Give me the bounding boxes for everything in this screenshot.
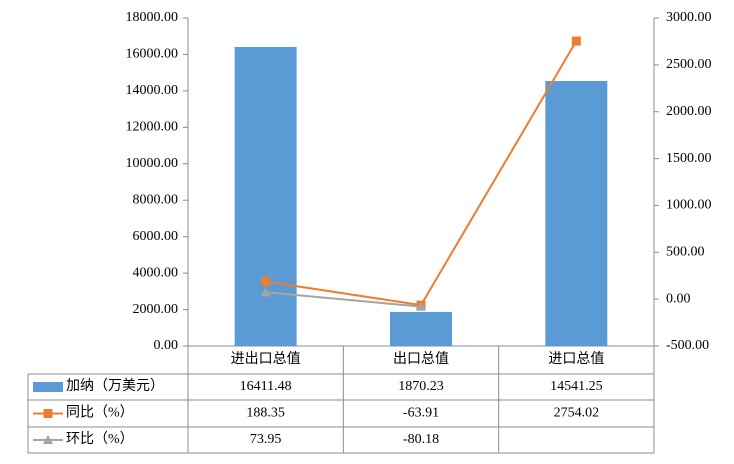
y-tick-label: 2000.00	[133, 302, 179, 317]
y-tick-label: 8000.00	[133, 192, 179, 207]
legend-label: 环比（%）	[66, 431, 134, 447]
bar	[234, 46, 297, 347]
y-tick-label: 6000.00	[133, 229, 179, 244]
legend-key	[33, 382, 63, 392]
table-value: 2754.02	[554, 406, 600, 421]
y2-tick-label: 500.00	[666, 245, 705, 260]
line-marker	[416, 301, 426, 311]
y-tick-label: 10000.00	[126, 156, 179, 171]
bar	[390, 311, 452, 346]
table-value: -63.91	[403, 406, 439, 421]
y2-tick-label: 1500.00	[666, 151, 712, 166]
table-value: 1870.23	[398, 379, 444, 394]
x-tick-label: 进口总值	[548, 351, 604, 367]
x-tick-label: 出口总值	[393, 351, 449, 367]
y-tick-label: 12000.00	[126, 120, 179, 135]
line-marker	[261, 276, 271, 286]
y-tick-label: 0.00	[154, 338, 179, 353]
line	[265, 40, 578, 307]
y-tick-label: 18000.00	[126, 10, 179, 25]
y2-tick-label: 1000.00	[666, 198, 712, 213]
line-marker	[571, 36, 581, 46]
legend-label: 同比（%）	[66, 405, 134, 421]
legend-key	[43, 435, 53, 444]
legend-label: 加纳（万美元）	[66, 378, 164, 394]
y2-tick-label: 2000.00	[666, 104, 712, 119]
bar	[545, 81, 608, 346]
table-value: -80.18	[403, 432, 439, 447]
y2-tick-label: 2500.00	[666, 57, 712, 72]
y2-tick-label: 0.00	[666, 291, 691, 306]
line-marker	[260, 287, 271, 297]
table-value: 73.95	[250, 432, 282, 447]
legend-key	[43, 409, 53, 418]
y2-tick-label: -500.00	[666, 338, 709, 353]
y2-tick-label: 3000.00	[666, 10, 712, 25]
y-tick-label: 16000.00	[126, 47, 179, 62]
x-tick-label: 进出口总值	[231, 351, 301, 367]
table-value: 14541.25	[550, 379, 603, 394]
line	[265, 291, 422, 308]
table-value: 188.35	[246, 406, 285, 421]
table-value: 16411.48	[240, 379, 292, 394]
y-tick-label: 14000.00	[126, 83, 179, 98]
y-tick-label: 4000.00	[133, 265, 179, 280]
